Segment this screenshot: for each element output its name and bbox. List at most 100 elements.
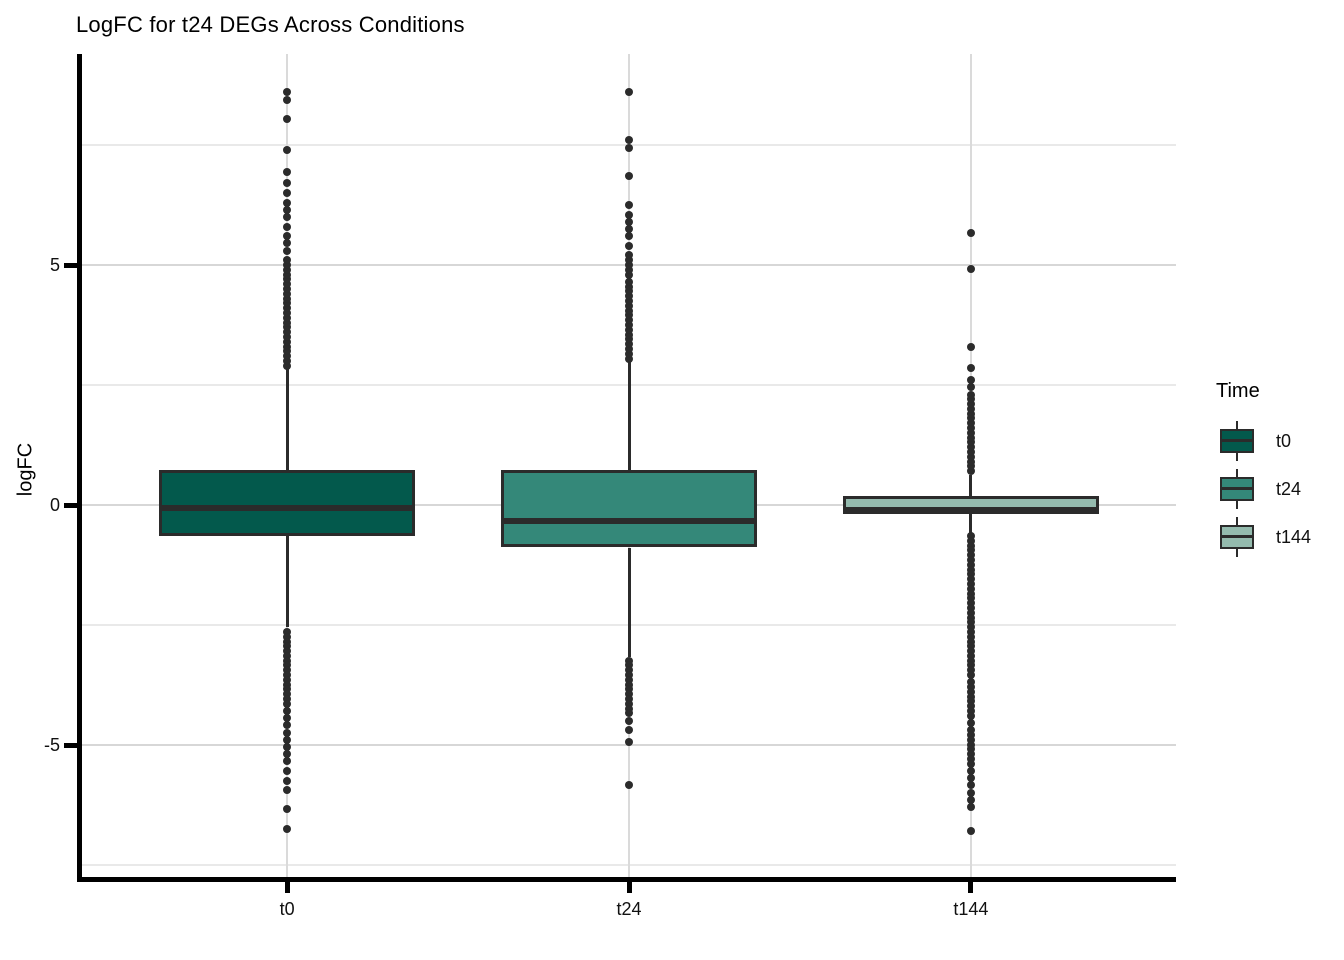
outlier-dot-t0 [283, 767, 292, 775]
outlier-dot-t144 [966, 462, 975, 471]
outlier-dot-t0 [283, 232, 292, 241]
whisker-upper-t0 [285, 368, 289, 471]
x-tick-mark [626, 882, 632, 893]
outlier-dot-t144 [966, 637, 975, 646]
outlier-dot-t24 [625, 344, 633, 353]
y-tick-label: -5 [43, 734, 60, 755]
outlier-dot-t144 [966, 594, 975, 603]
outlier-dot-t24 [625, 704, 633, 713]
outlier-dot-t0 [283, 145, 292, 154]
outlier-dot-t144 [966, 759, 975, 768]
outlier-dot-t24 [625, 340, 633, 349]
outlier-dot-t24 [625, 88, 633, 97]
outlier-dot-t0 [283, 179, 292, 188]
outlier-dot-t0 [283, 289, 292, 298]
outlier-dot-t0 [283, 728, 292, 737]
outlier-dot-t0 [283, 332, 292, 341]
legend-title: Time [1216, 380, 1260, 402]
outlier-dot-t24 [625, 306, 633, 315]
outlier-dot-t144 [966, 767, 975, 775]
outlier-dot-t144 [966, 666, 975, 675]
legend-item-t144: t144 [1216, 513, 1342, 561]
outlier-dot-t0 [283, 666, 292, 675]
outlier-dot-t144 [966, 826, 975, 835]
outlier-dot-t24 [625, 316, 633, 325]
outlier-dot-t0 [283, 270, 292, 279]
median-line-t0 [158, 504, 416, 511]
outlier-dot-t144 [966, 536, 975, 545]
legend-label: t24 [1276, 478, 1302, 499]
legend-items: t0 t24 t144 [1216, 417, 1342, 561]
box-t144 [842, 496, 1100, 514]
x-tick-label-t24: t24 [616, 899, 642, 919]
outlier-dot-t144 [966, 599, 975, 608]
outlier-dot-t24 [625, 311, 633, 320]
outlier-dot-t0 [283, 361, 292, 370]
outlier-dot-t24 [625, 225, 633, 234]
outlier-dot-t24 [625, 695, 633, 704]
outlier-dot-t0 [283, 786, 292, 795]
outlier-dot-t0 [283, 294, 292, 303]
legend-key-median [1220, 535, 1254, 538]
outlier-dot-t144 [966, 404, 975, 413]
outlier-dot-t144 [966, 750, 975, 759]
outlier-dot-t24 [625, 277, 633, 286]
outlier-dot-t0 [283, 671, 292, 680]
y-tick-mark [64, 742, 77, 748]
outlier-dot-t0 [283, 114, 292, 123]
outlier-dot-t0 [283, 198, 292, 207]
outlier-dot-t0 [283, 323, 292, 332]
outlier-dot-t24 [625, 716, 633, 725]
outlier-dot-t0 [283, 213, 292, 222]
legend-key-median [1220, 439, 1254, 442]
outlier-dot-t144 [966, 400, 975, 409]
outlier-dot-t144 [966, 687, 975, 696]
y-tick-mark [64, 502, 77, 508]
outlier-dot-t144 [966, 613, 975, 622]
outlier-dot-t24 [625, 282, 633, 291]
outlier-dot-t0 [283, 222, 292, 231]
outlier-dot-t24 [625, 287, 633, 296]
outlier-dot-t0 [283, 167, 292, 176]
outlier-dot-t0 [283, 735, 292, 744]
outlier-dot-t24 [625, 666, 633, 675]
outlier-dot-t0 [283, 285, 292, 293]
outlier-dot-t144 [966, 584, 975, 593]
outlier-dot-t0 [283, 304, 292, 313]
outlier-dot-t24 [625, 270, 633, 279]
outlier-dot-t144 [966, 671, 975, 680]
outlier-dot-t24 [625, 210, 633, 219]
legend-key-boxplot-glyph [1220, 469, 1254, 509]
outlier-dot-t0 [283, 680, 292, 689]
outlier-dot-t144 [966, 541, 975, 550]
outlier-dot-t0 [283, 318, 292, 327]
outlier-dot-t0 [283, 656, 292, 665]
legend-key-boxplot-glyph [1220, 421, 1254, 461]
outlier-dot-t0 [283, 721, 292, 730]
whisker-lower-t24 [627, 547, 631, 657]
outlier-dot-t144 [966, 532, 975, 540]
outlier-dot-t24 [625, 217, 633, 226]
outlier-dot-t0 [283, 205, 292, 214]
outlier-dot-t0 [283, 313, 292, 322]
legend-label: t144 [1276, 526, 1312, 547]
whisker-upper-t144 [969, 475, 973, 497]
outlier-dot-t24 [625, 325, 633, 334]
outlier-dot-t144 [966, 414, 975, 423]
outlier-dot-t144 [966, 735, 975, 744]
outlier-dot-t144 [966, 565, 975, 574]
box-t0 [158, 470, 416, 537]
legend-item-t0: t0 [1216, 417, 1342, 465]
outlier-dot-t144 [966, 409, 975, 418]
outlier-dot-t144 [966, 692, 975, 701]
outlier-dot-t0 [283, 776, 292, 785]
outlier-dot-t144 [966, 457, 975, 466]
outlier-dot-t24 [625, 143, 633, 152]
outlier-dot-t144 [966, 395, 975, 404]
outlier-dot-t144 [966, 731, 975, 740]
legend-item-t24: t24 [1216, 465, 1342, 513]
outlier-dot-t24 [625, 265, 633, 274]
outlier-dot-t24 [625, 671, 633, 680]
outlier-dot-t24 [625, 301, 633, 310]
